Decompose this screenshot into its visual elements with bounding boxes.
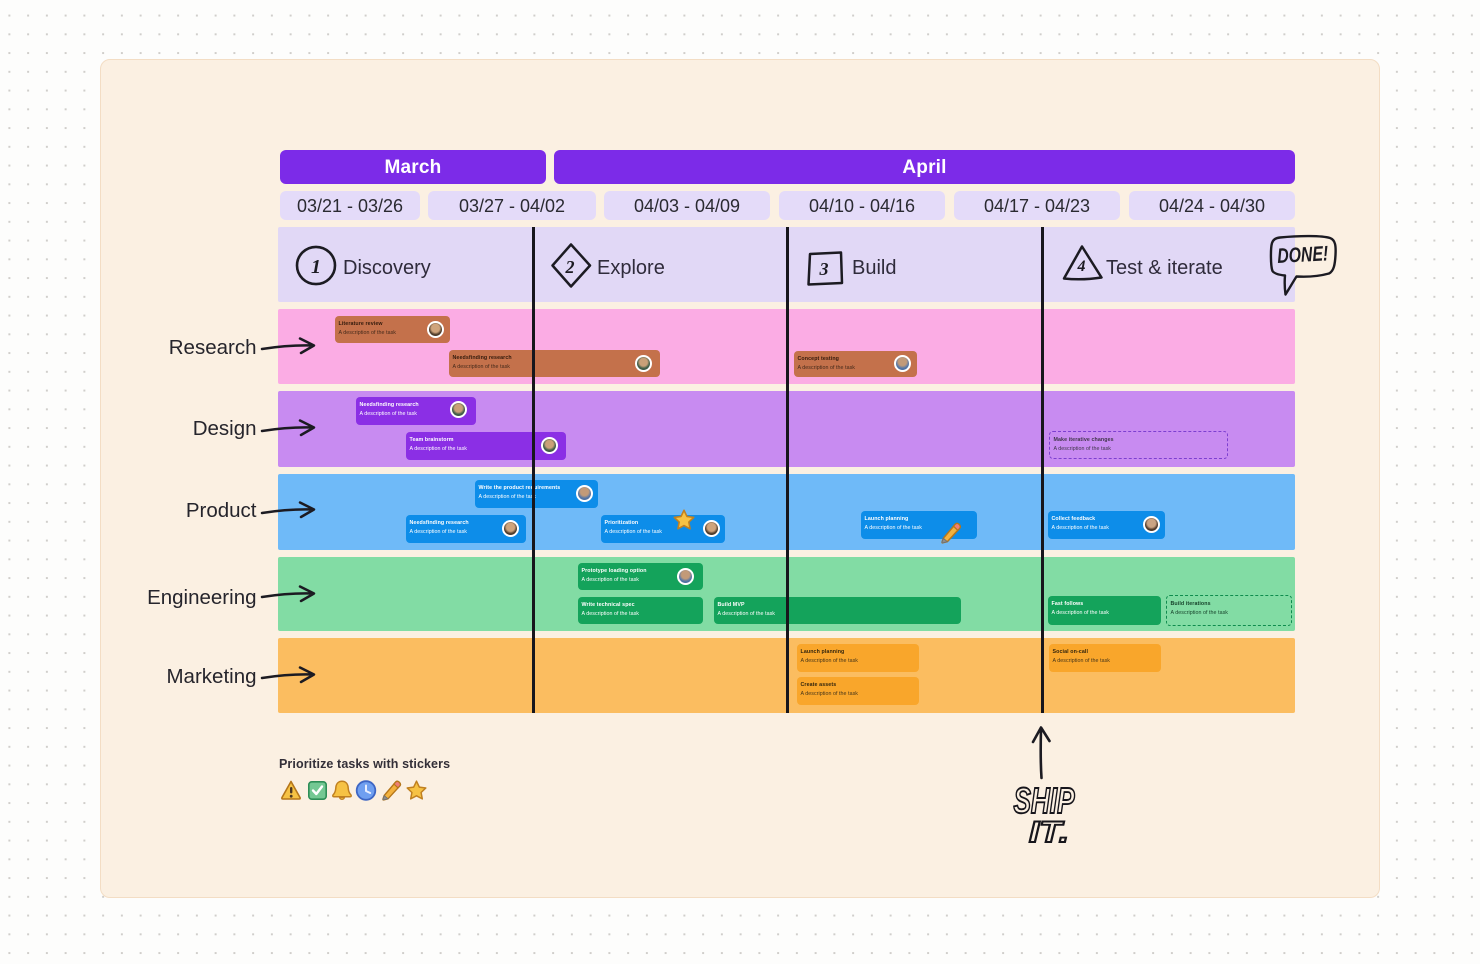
svg-text:4: 4 <box>1077 258 1086 275</box>
svg-text:SHIP: SHIP <box>1014 780 1076 821</box>
svg-text:2: 2 <box>565 257 575 277</box>
svg-text:DONE!: DONE! <box>1277 242 1329 268</box>
svg-text:3: 3 <box>819 259 829 279</box>
svg-text:IT.: IT. <box>1029 816 1069 849</box>
svg-text:1: 1 <box>311 256 321 278</box>
